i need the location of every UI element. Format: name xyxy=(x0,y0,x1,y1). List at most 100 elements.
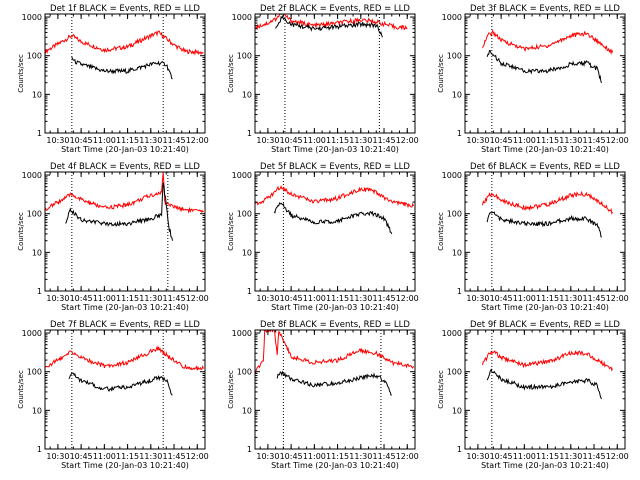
x-tick-label: 11:15 xyxy=(116,294,139,303)
x-tick-label: 10:30 xyxy=(256,294,279,303)
chart-panel-9: Det 9f BLACK = Events, RED = LLD 1 10 100 10… xyxy=(437,320,629,470)
x-tick-label: 11:30 xyxy=(349,452,372,461)
x-tick-label: 12:00 xyxy=(396,294,419,303)
y-tick-label: 1000 xyxy=(232,329,252,338)
chart-title: Det 5f BLACK = Events, RED = LLD xyxy=(260,162,410,172)
events-series-line xyxy=(273,202,393,235)
y-tick-label: 1000 xyxy=(22,171,42,180)
y-tick-label: 10 xyxy=(452,248,462,257)
x-tick-label: 11:00 xyxy=(303,136,326,145)
y-tick-label: 100 xyxy=(237,52,252,61)
lld-series-line xyxy=(255,330,414,374)
plot-frame xyxy=(254,171,416,292)
chart-title: Det 1f BLACK = Events, RED = LLD xyxy=(50,4,200,14)
y-tick-label: 100 xyxy=(27,368,42,377)
x-tick-label: 11:45 xyxy=(583,452,606,461)
x-tick-label: 12:00 xyxy=(186,452,209,461)
y-tick-label: 1000 xyxy=(442,13,462,22)
lld-series-line xyxy=(45,345,204,371)
y-tick-label: 10 xyxy=(242,90,252,99)
x-tick-label: 12:00 xyxy=(606,136,629,145)
y-tick-label: 1 xyxy=(457,287,462,296)
x-tick-label: 10:30 xyxy=(466,294,489,303)
x-tick-label: 12:00 xyxy=(186,136,209,145)
x-tick-label: 11:00 xyxy=(513,452,536,461)
y-tick-label: 10 xyxy=(32,248,42,257)
lld-series-line xyxy=(255,184,414,209)
lld-series-line xyxy=(482,190,614,215)
y-axis-label: Counts/sec xyxy=(437,370,445,409)
x-tick-label: 10:45 xyxy=(70,294,93,303)
y-tick-label: 10 xyxy=(242,406,252,415)
x-tick-label: 12:00 xyxy=(606,294,629,303)
y-tick-label: 100 xyxy=(237,210,252,219)
x-tick-label: 12:00 xyxy=(186,294,209,303)
x-axis-label: Start Time (20-Jan-03 10:21:40) xyxy=(481,461,609,470)
y-tick-label: 1 xyxy=(37,129,42,138)
x-tick-label: 11:30 xyxy=(349,294,372,303)
x-tick-label: 11:15 xyxy=(116,452,139,461)
plot-frame xyxy=(464,329,626,450)
x-tick-label: 11:00 xyxy=(93,136,116,145)
x-tick-label: 11:30 xyxy=(139,136,162,145)
x-tick-label: 10:45 xyxy=(70,136,93,145)
chart-panel-4: Det 4f BLACK = Events, RED = LLD 1 10 100 10… xyxy=(17,162,209,312)
lld-series-line xyxy=(255,14,408,31)
y-tick-label: 1 xyxy=(247,287,252,296)
x-tick-label: 10:45 xyxy=(490,294,513,303)
lld-series-line xyxy=(45,30,204,56)
y-axis-label: Counts/sec xyxy=(17,370,25,409)
x-axis-label: Start Time (20-Jan-03 10:21:40) xyxy=(481,145,609,154)
x-tick-label: 11:30 xyxy=(559,294,582,303)
chart-title: Det 3f BLACK = Events, RED = LLD xyxy=(470,4,620,14)
x-tick-label: 10:45 xyxy=(280,294,303,303)
x-axis-label: Start Time (20-Jan-03 10:21:40) xyxy=(61,303,189,312)
chart-panel-5: Det 5f BLACK = Events, RED = LLD 1 10 100 10… xyxy=(227,162,419,312)
y-tick-label: 10 xyxy=(452,90,462,99)
plot-frame xyxy=(254,329,416,450)
plot-frame xyxy=(464,13,626,134)
plot-frame xyxy=(44,171,206,292)
y-tick-label: 1 xyxy=(247,129,252,138)
x-axis-label: Start Time (20-Jan-03 10:21:40) xyxy=(271,461,399,470)
plot-frame xyxy=(464,171,626,292)
chart-title: Det 9f BLACK = Events, RED = LLD xyxy=(470,320,620,330)
x-tick-label: 11:45 xyxy=(583,136,606,145)
x-tick-label: 10:30 xyxy=(46,452,69,461)
x-tick-label: 11:45 xyxy=(373,294,396,303)
chart-title: Det 8f BLACK = Events, RED = LLD xyxy=(260,320,410,330)
y-axis-label: Counts/sec xyxy=(227,54,235,93)
x-tick-label: 12:00 xyxy=(396,452,419,461)
x-tick-label: 11:00 xyxy=(93,452,116,461)
plot-frame xyxy=(44,13,206,134)
x-tick-label: 11:30 xyxy=(139,294,162,303)
x-tick-label: 11:00 xyxy=(303,294,326,303)
plot-frame xyxy=(44,329,206,450)
x-tick-label: 11:00 xyxy=(513,294,536,303)
events-series-line xyxy=(486,49,603,84)
x-tick-label: 11:15 xyxy=(326,452,349,461)
y-tick-label: 1000 xyxy=(442,329,462,338)
y-tick-label: 10 xyxy=(32,406,42,415)
y-tick-label: 100 xyxy=(447,52,462,61)
y-axis-label: Counts/sec xyxy=(17,54,25,93)
y-axis-label: Counts/sec xyxy=(227,370,235,409)
x-tick-label: 10:30 xyxy=(46,294,69,303)
y-tick-label: 1000 xyxy=(442,171,462,180)
y-tick-label: 100 xyxy=(447,368,462,377)
y-tick-label: 1 xyxy=(37,445,42,454)
x-tick-label: 11:00 xyxy=(303,452,326,461)
y-axis-label: Counts/sec xyxy=(227,212,235,251)
chart-panel-3: Det 3f BLACK = Events, RED = LLD 1 10 100 10… xyxy=(437,4,629,154)
y-tick-label: 1000 xyxy=(22,329,42,338)
chart-title: Det 2f BLACK = Events, RED = LLD xyxy=(260,4,410,14)
chart-title: Det 4f BLACK = Events, RED = LLD xyxy=(50,162,200,172)
y-tick-label: 100 xyxy=(27,210,42,219)
y-tick-label: 100 xyxy=(447,210,462,219)
x-tick-label: 11:15 xyxy=(536,294,559,303)
y-tick-label: 100 xyxy=(237,368,252,377)
x-tick-label: 11:45 xyxy=(163,136,186,145)
x-tick-label: 11:45 xyxy=(583,294,606,303)
y-tick-label: 10 xyxy=(242,248,252,257)
events-series-line xyxy=(486,368,603,400)
